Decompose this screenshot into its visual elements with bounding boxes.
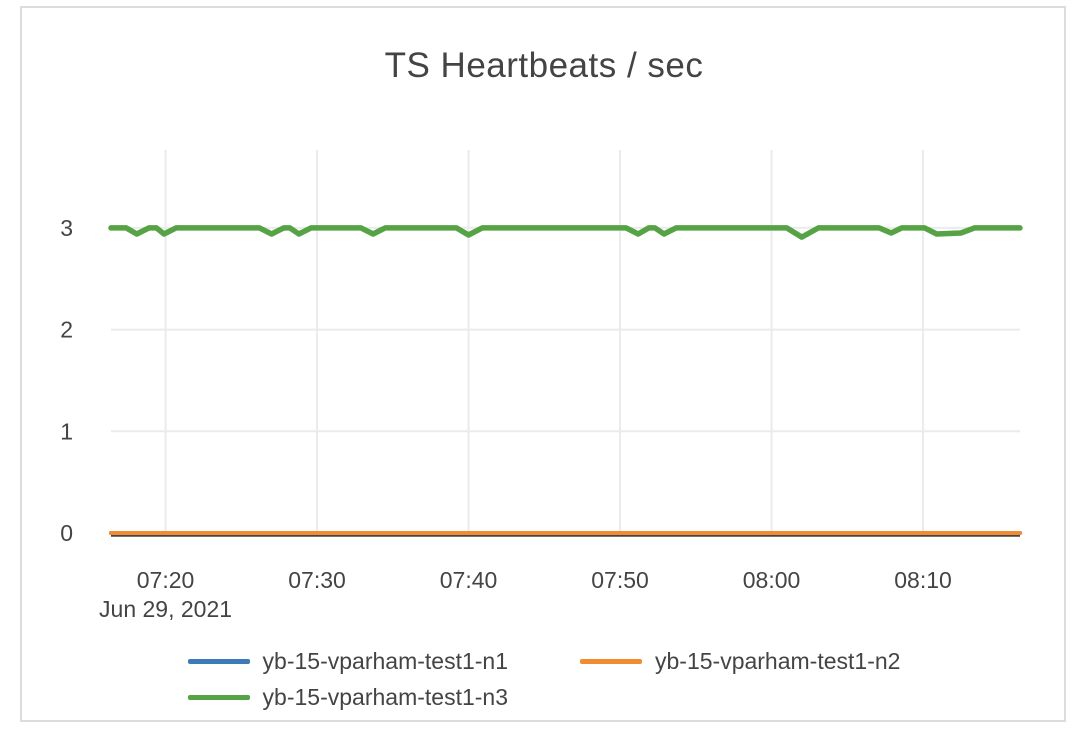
y-tick-label: 3 (60, 215, 73, 241)
legend-row-2: yb-15-vparham-test1-n3 (187, 684, 508, 711)
x-axis-date-label: Jun 29, 2021 (99, 596, 232, 622)
y-tick-label: 1 (60, 418, 73, 444)
legend-row-1: yb-15-vparham-test1-n1 yb-15-vparham-tes… (187, 648, 900, 675)
legend-item-n3[interactable]: yb-15-vparham-test1-n3 (187, 684, 508, 711)
x-tick-label: 08:10 (894, 567, 952, 593)
legend: yb-15-vparham-test1-n1 yb-15-vparham-tes… (21, 648, 1067, 711)
legend-label-n2: yb-15-vparham-test1-n2 (655, 648, 901, 674)
legend-item-n2[interactable]: yb-15-vparham-test1-n2 (580, 648, 900, 675)
y-tick-label: 0 (60, 520, 73, 546)
legend-swatch-n1 (187, 659, 250, 664)
chart-card (20, 6, 1066, 722)
series-line-yb-15-vparham-test1-n3 (108, 225, 1023, 240)
legend-item-n1[interactable]: yb-15-vparham-test1-n1 (187, 648, 508, 675)
x-tick-label: 08:00 (743, 567, 801, 593)
x-tick-label: 07:50 (591, 567, 649, 593)
y-tick-label: 2 (60, 317, 73, 343)
legend-swatch-n2 (580, 659, 642, 664)
x-tick-label: 07:30 (288, 567, 346, 593)
x-tick-label: 07:40 (440, 567, 498, 593)
legend-swatch-n3 (187, 695, 250, 700)
legend-inner: yb-15-vparham-test1-n1 yb-15-vparham-tes… (187, 648, 900, 711)
legend-label-n1: yb-15-vparham-test1-n1 (262, 648, 508, 674)
legend-label-n3: yb-15-vparham-test1-n3 (262, 684, 508, 710)
x-tick-label: 07:20 (137, 567, 195, 593)
chart-title: TS Heartbeats / sec (384, 46, 704, 85)
